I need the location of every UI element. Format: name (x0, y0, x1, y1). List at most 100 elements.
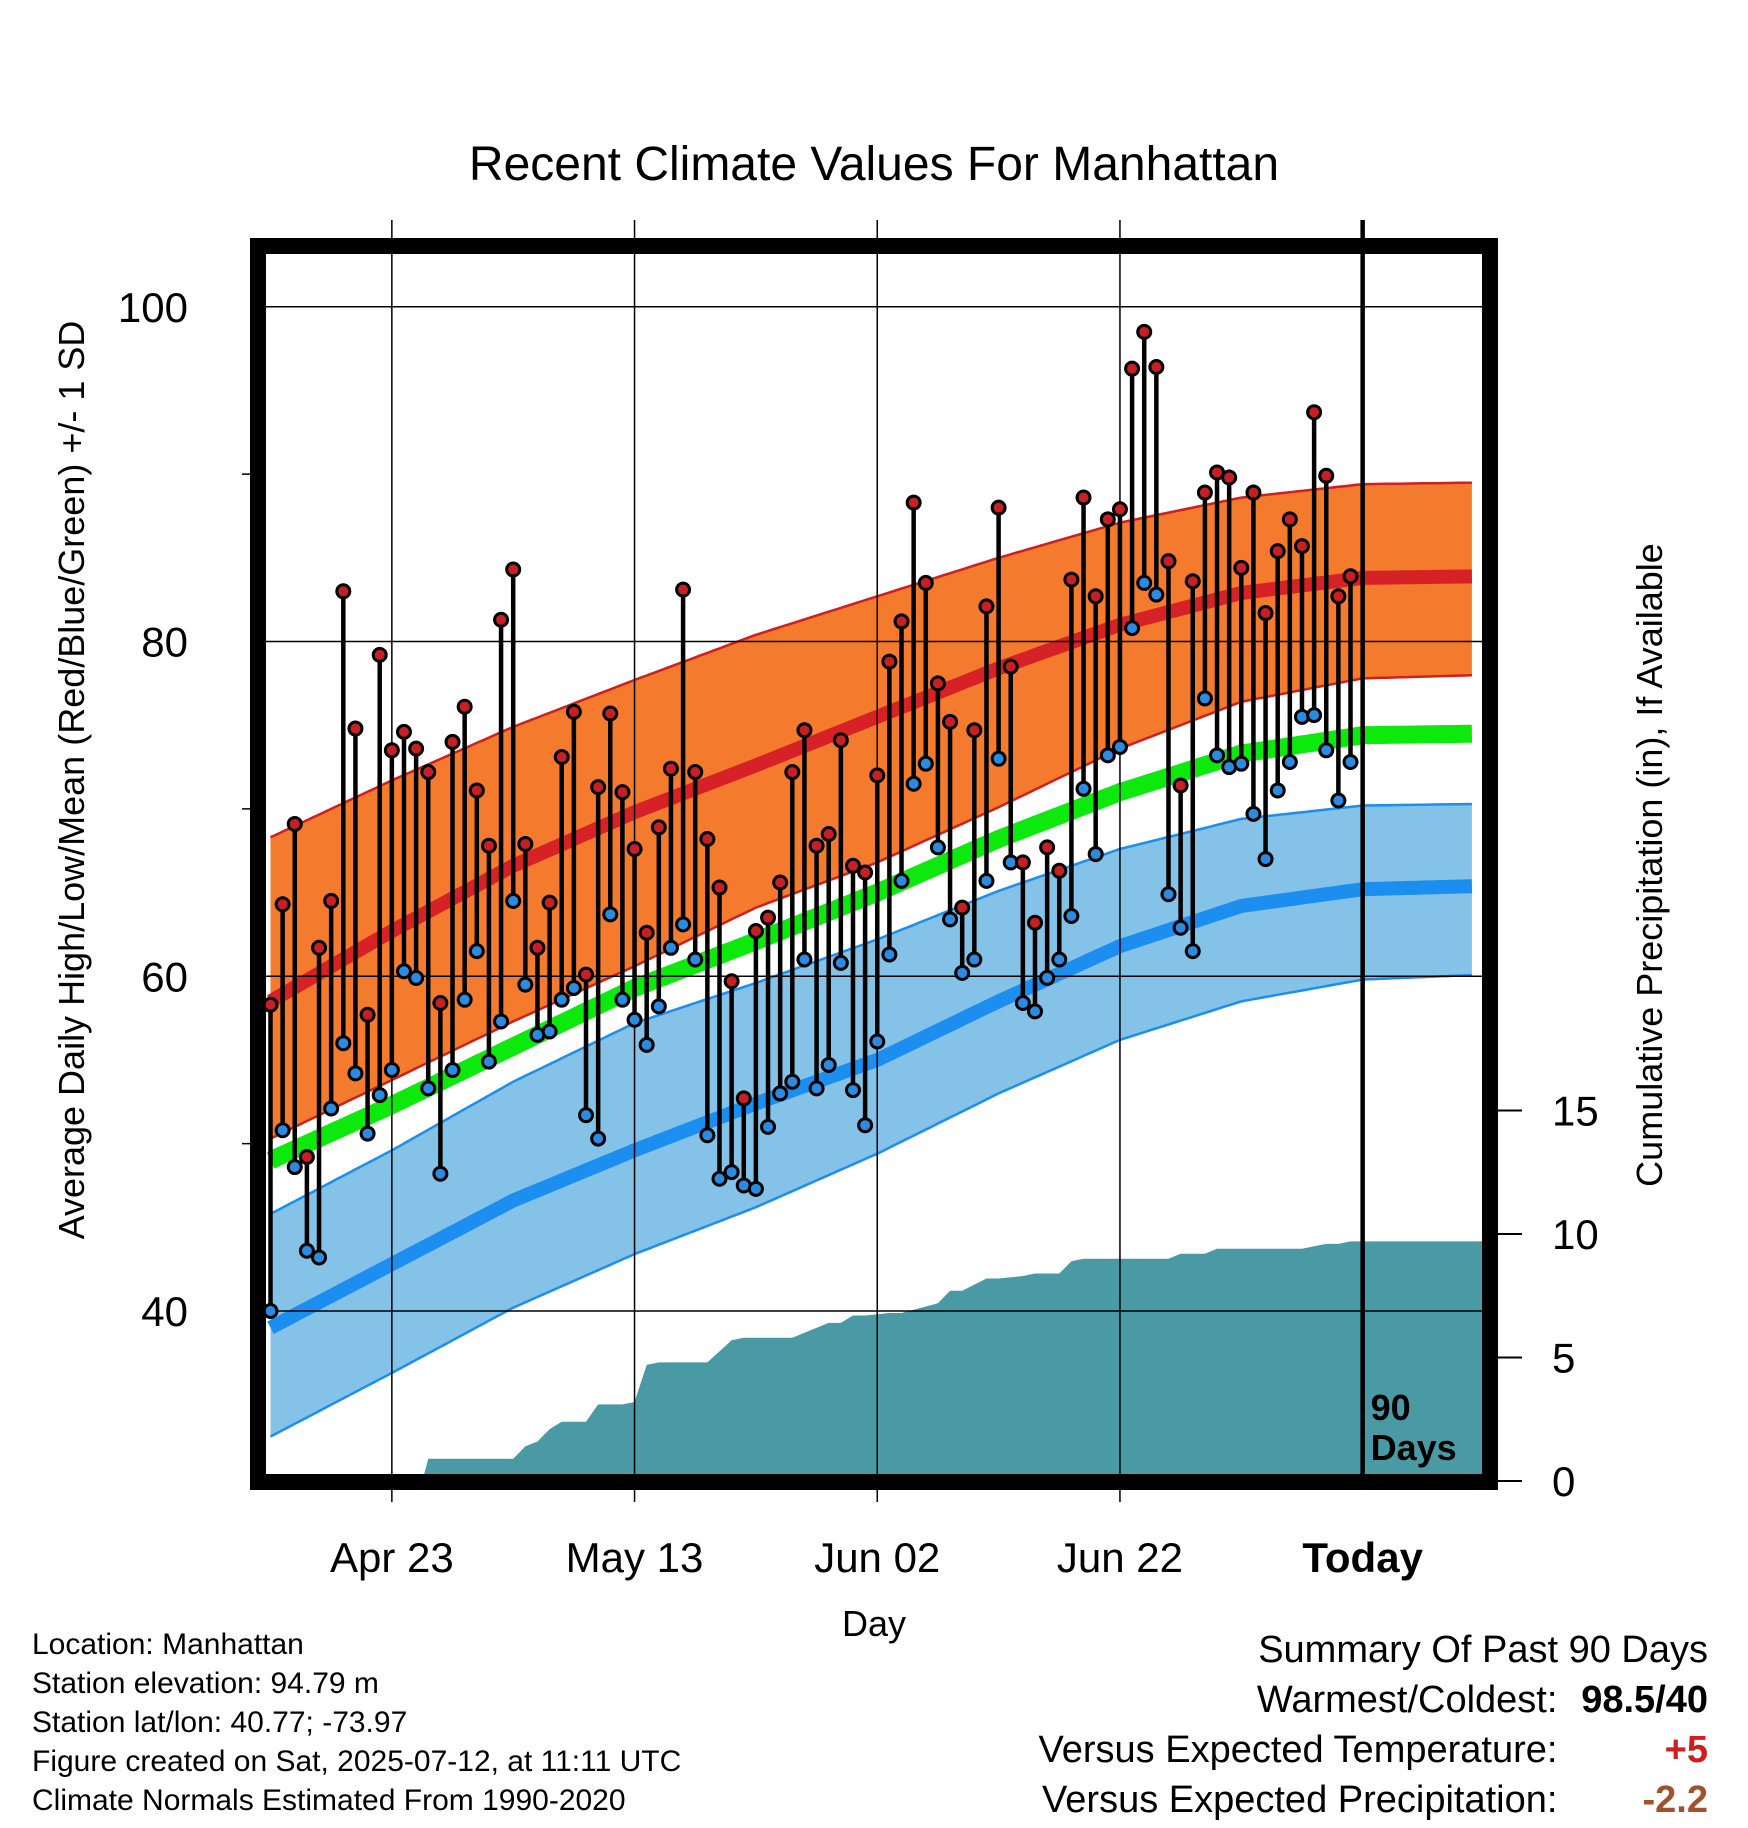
high-temp-point (323, 892, 340, 909)
x-tick-label: Jun 02 (814, 1534, 940, 1581)
high-temp-point (711, 879, 728, 896)
low-temp-point (978, 872, 995, 889)
y2-tick-label: 15 (1552, 1088, 1599, 1135)
daily-markers (262, 323, 1359, 1319)
warm-cold-label: Warmest/Coldest: (1256, 1679, 1558, 1721)
low-temp-point (1087, 846, 1104, 863)
high-temp-point (590, 779, 607, 796)
high-temp-point (456, 698, 473, 715)
low-temp-point (1099, 747, 1116, 764)
low-temp-point (772, 1085, 789, 1102)
high-temp-point (942, 713, 959, 730)
high-temp-point (687, 764, 704, 781)
high-temp-point (1281, 511, 1298, 528)
low-temp-point (1196, 690, 1213, 707)
low-sd-band-lower-edge (269, 973, 1472, 1438)
low-temp-point (1014, 995, 1031, 1012)
y2-axis-title: Cumulative Precipitation (in), If Availa… (1629, 543, 1670, 1187)
high-temp-point (1027, 914, 1044, 931)
low-temp-point (844, 1082, 861, 1099)
low-temp-point (420, 1080, 437, 1097)
low-temp-point (614, 991, 631, 1008)
high-temp-point (614, 784, 631, 801)
high-temp-point (1039, 839, 1056, 856)
low-temp-point (553, 991, 570, 1008)
high-temp-point (760, 909, 777, 926)
low-temp-point (347, 1065, 364, 1082)
low-temp-point (444, 1061, 461, 1078)
high-temp-point (311, 939, 328, 956)
low-temp-point (784, 1073, 801, 1090)
x-tick-label: Jun 22 (1057, 1534, 1183, 1581)
high-temp-point (347, 720, 364, 737)
low-temp-point (517, 976, 534, 993)
low-temp-point (1148, 586, 1165, 603)
warm-cold-row: Warmest/Coldest: 98.5/40 (1039, 1675, 1708, 1725)
low-temp-point (1063, 907, 1080, 924)
low-temp-point (323, 1100, 340, 1117)
chart-title: Recent Climate Values For Manhattan (469, 138, 1279, 191)
high-temp-point (1124, 360, 1141, 377)
latlon-text: Station lat/lon: 40.77; -73.97 (32, 1706, 408, 1739)
high-temp-point (1245, 484, 1262, 501)
low-temp-point (675, 916, 692, 933)
x-tick-label: Today (1302, 1534, 1423, 1581)
high-temp-point (881, 653, 898, 670)
warm-cold-value: 98.5/40 (1568, 1675, 1708, 1725)
low-temp-point (359, 1125, 376, 1142)
x-axis-title: Day (842, 1603, 906, 1644)
high-temp-point (1051, 862, 1068, 879)
low-temp-point (638, 1036, 655, 1053)
low-temp-point (408, 969, 425, 986)
low-temp-point (1245, 805, 1262, 822)
low-temp-point (662, 939, 679, 956)
low-temp-point (1342, 754, 1359, 771)
low-temp-point (1269, 782, 1286, 799)
low-temp-point (383, 1061, 400, 1078)
low-temp-point (1330, 792, 1347, 809)
low-temp-point (335, 1035, 352, 1052)
high-temp-point (662, 760, 679, 777)
low-temp-point (881, 946, 898, 963)
high-temp-point (808, 837, 825, 854)
high-temp-point (857, 864, 874, 881)
low-temp-point (1233, 755, 1250, 772)
high-temp-point (772, 874, 789, 891)
high-temp-point (359, 1006, 376, 1023)
low-temp-point (808, 1080, 825, 1097)
summary-panel: Summary Of Past 90 Days Warmest/Coldest:… (1039, 1625, 1708, 1825)
x-tick-label: May 13 (566, 1534, 704, 1581)
station-info: Location: Manhattan Station elevation: 9… (32, 1625, 681, 1820)
low-temp-point (747, 1180, 764, 1197)
high-temp-point (893, 613, 910, 630)
high-temp-point (796, 722, 813, 739)
high-temp-point (1221, 469, 1238, 486)
plot-frame (250, 220, 1498, 1490)
high-temp-point (1063, 571, 1080, 588)
y-tick-label: 100 (118, 284, 188, 331)
low-temp-point (893, 872, 910, 889)
high-temp-point (917, 574, 934, 591)
high-temp-point (480, 837, 497, 854)
high-temp-point (1330, 588, 1347, 605)
low-temp-point (687, 951, 704, 968)
axis-labels: 40 60 80 100 0 5 10 15 Apr 23 May 13 Jun 02 Jun 22 T… (51, 284, 1670, 1644)
low-temp-point (1209, 747, 1226, 764)
low-temp-point (820, 1056, 837, 1073)
high-temp-point (820, 825, 837, 842)
high-temp-point (541, 894, 558, 911)
low-temp-point (1257, 851, 1274, 868)
high-temp-point (966, 722, 983, 739)
low-temp-point (966, 951, 983, 968)
temp-vs-expected-label: Versus Expected Temperature: (1038, 1729, 1558, 1771)
high-temp-point (493, 611, 510, 628)
summary-heading: Summary Of Past 90 Days (1258, 1629, 1708, 1671)
low-temp-point (1318, 742, 1335, 759)
low-temp-point (395, 963, 412, 980)
high-temp-point (675, 581, 692, 598)
low-temp-point (626, 1011, 643, 1028)
high-temp-point (844, 857, 861, 874)
high-temp-point (1318, 467, 1335, 484)
high-sd-band-lower-edge (269, 674, 1472, 1140)
